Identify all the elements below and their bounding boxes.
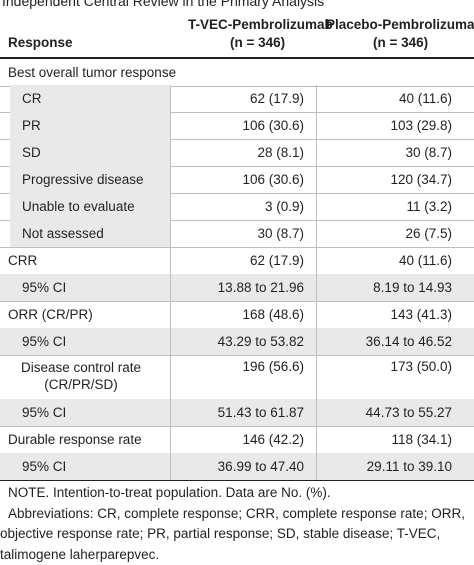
tvec-value: 30 (8.7) bbox=[257, 220, 304, 247]
row-label: CR bbox=[22, 85, 42, 112]
table-row: Progressive disease 106 (30.6) 120 (34.7… bbox=[0, 166, 474, 194]
abbreviations-line: objective response rate; PR, partial res… bbox=[0, 524, 474, 545]
placebo-value: 173 (50.0) bbox=[390, 355, 452, 379]
row-label: Best overall tumor response bbox=[8, 59, 176, 86]
table-row: ORR (CR/PR) 168 (48.6) 143 (41.3) bbox=[0, 301, 474, 329]
row-label: 95% CI bbox=[22, 328, 66, 355]
note-line: NOTE. Intention-to-treat population. Dat… bbox=[0, 483, 474, 504]
col1-name-header: T-VEC-Pembrolizumab bbox=[188, 16, 333, 34]
tvec-value: 62 (17.9) bbox=[250, 85, 304, 112]
placebo-value: 118 (34.1) bbox=[391, 426, 452, 453]
placebo-value: 8.19 to 14.93 bbox=[373, 274, 452, 301]
tvec-value: 13.88 to 21.96 bbox=[218, 274, 304, 301]
table-row: CRR 62 (17.9) 40 (11.6) bbox=[0, 247, 474, 275]
table-row: 95% CI 13.88 to 21.96 8.19 to 14.93 bbox=[0, 274, 474, 302]
table-row: CR 62 (17.9) 40 (11.6) bbox=[0, 85, 474, 113]
placebo-value: 103 (29.8) bbox=[390, 112, 452, 139]
tvec-value: 28 (8.1) bbox=[257, 139, 304, 166]
placebo-value: 40 (11.6) bbox=[399, 85, 452, 112]
row-label: PR bbox=[22, 112, 41, 139]
table-row: Unable to evaluate 3 (0.9) 11 (3.2) bbox=[0, 193, 474, 221]
row-label-multiline: Disease control rate (CR/PR/SD) bbox=[6, 359, 156, 393]
placebo-value: 36.14 to 46.52 bbox=[366, 328, 452, 355]
col2-name-header: Placebo-Pembrolizumab bbox=[326, 16, 474, 34]
row-label: Not assessed bbox=[22, 220, 104, 247]
table-row: Not assessed 30 (8.7) 26 (7.5) bbox=[0, 220, 474, 248]
placebo-value: 26 (7.5) bbox=[405, 220, 452, 247]
row-label: 95% CI bbox=[22, 399, 66, 426]
row-label: Unable to evaluate bbox=[22, 193, 135, 220]
placebo-value: 11 (3.2) bbox=[406, 193, 452, 220]
table-row: SD 28 (8.1) 30 (8.7) bbox=[0, 139, 474, 167]
tvec-value: 196 (56.6) bbox=[242, 355, 304, 379]
abbreviations-line: Abbreviations: CR, complete response; CR… bbox=[0, 504, 474, 525]
tvec-value: 62 (17.9) bbox=[250, 247, 304, 274]
response-header: Response bbox=[8, 34, 73, 52]
placebo-value: 44.73 to 55.27 bbox=[366, 399, 452, 426]
row-label: CRR bbox=[8, 247, 37, 274]
col1-n-header: (n = 346) bbox=[230, 34, 285, 52]
col2-n-header: (n = 346) bbox=[373, 34, 428, 52]
abbreviations-line: talimogene laherparepvec. bbox=[0, 545, 474, 565]
tvec-value: 146 (42.2) bbox=[242, 426, 304, 453]
row-label: 95% CI bbox=[22, 453, 66, 480]
table-row: 95% CI 51.43 to 61.87 44.73 to 55.27 bbox=[0, 399, 474, 427]
tvec-value: 43.29 to 53.82 bbox=[218, 328, 304, 355]
placebo-value: 143 (41.3) bbox=[390, 301, 452, 328]
placebo-value: 120 (34.7) bbox=[390, 166, 452, 193]
table-footnotes: NOTE. Intention-to-treat population. Dat… bbox=[0, 483, 474, 565]
table-row: 95% CI 36.99 to 47.40 29.11 to 39.10 bbox=[0, 453, 474, 481]
tvec-value: 3 (0.9) bbox=[265, 193, 304, 220]
table-caption: Independent Central Review in the Primar… bbox=[0, 0, 474, 10]
row-label: Durable response rate bbox=[8, 426, 142, 453]
row-label: Progressive disease bbox=[22, 166, 144, 193]
row-label-line2: (CR/PR/SD) bbox=[6, 376, 156, 393]
tvec-value: 51.43 to 61.87 bbox=[218, 399, 304, 426]
tvec-value: 106 (30.6) bbox=[242, 166, 304, 193]
table-row: Best overall tumor response bbox=[0, 58, 474, 87]
table-row: Disease control rate (CR/PR/SD) 196 (56.… bbox=[0, 355, 474, 400]
table-row: PR 106 (30.6) 103 (29.8) bbox=[0, 112, 474, 140]
table-row: 95% CI 43.29 to 53.82 36.14 to 46.52 bbox=[0, 328, 474, 356]
placebo-value: 29.11 to 39.10 bbox=[367, 453, 452, 480]
row-label: 95% CI bbox=[22, 274, 66, 301]
tvec-value: 168 (48.6) bbox=[242, 301, 304, 328]
row-label: SD bbox=[22, 139, 41, 166]
tvec-value: 36.99 to 47.40 bbox=[218, 453, 304, 480]
table-row: Durable response rate 146 (42.2) 118 (34… bbox=[0, 426, 474, 454]
tvec-value: 106 (30.6) bbox=[242, 112, 304, 139]
placebo-value: 30 (8.7) bbox=[405, 139, 452, 166]
row-label: Disease control rate bbox=[6, 359, 156, 376]
row-label: ORR (CR/PR) bbox=[8, 301, 93, 328]
table-header: T-VEC-Pembrolizumab (n = 346) Placebo-Pe… bbox=[0, 16, 474, 56]
placebo-value: 40 (11.6) bbox=[399, 247, 452, 274]
